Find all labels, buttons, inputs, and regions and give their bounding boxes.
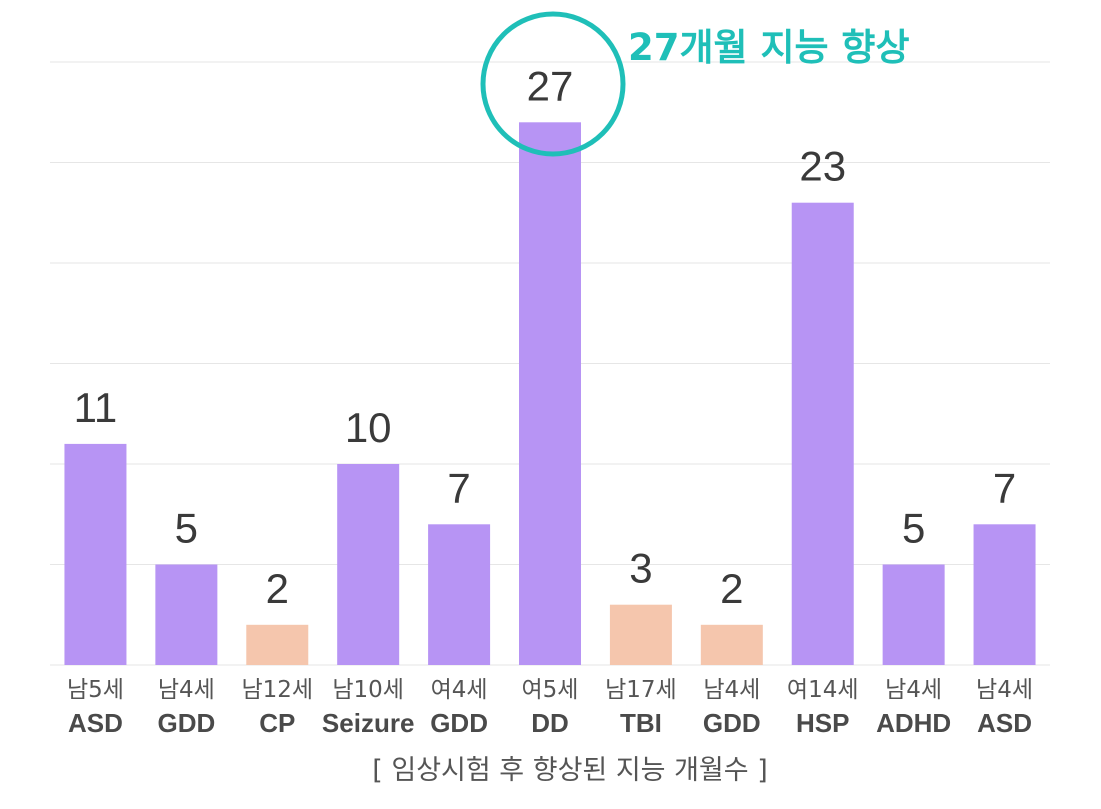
tick-label-diagnosis: TBI — [620, 708, 662, 738]
bar — [791, 202, 854, 665]
bar — [155, 564, 218, 665]
data-label: 11 — [74, 384, 118, 431]
tick-label-diagnosis: ASD — [977, 708, 1032, 738]
tick-label-diagnosis: ADHD — [876, 708, 951, 738]
tick-label-patient: 여4세 — [431, 677, 488, 703]
tick-label-diagnosis: GDD — [430, 708, 488, 738]
tick-label-patient: 남10세 — [332, 677, 404, 703]
tick-label-patient: 남5세 — [67, 677, 124, 703]
bar — [519, 122, 581, 666]
annotation-circle — [480, 11, 626, 157]
tick-label-diagnosis: GDD — [157, 708, 215, 738]
tick-label-patient: 남12세 — [241, 677, 313, 703]
tick-label-patient: 여5세 — [522, 677, 579, 703]
tick-label-diagnosis: HSP — [796, 708, 849, 738]
data-label: 23 — [799, 143, 846, 190]
tick-label-diagnosis: ASD — [68, 708, 123, 738]
tick-label-patient: 남4세 — [158, 677, 215, 703]
tick-label-patient: 남4세 — [885, 677, 942, 703]
data-label: 2 — [720, 565, 743, 612]
tick-label-patient: 남4세 — [976, 677, 1033, 703]
bar — [700, 624, 763, 665]
bar — [609, 604, 672, 665]
bar — [882, 564, 945, 665]
bar — [973, 524, 1036, 665]
tick-label-patient: 여14세 — [787, 677, 859, 703]
data-label: 10 — [345, 404, 392, 451]
bar — [64, 443, 127, 665]
data-label: 27 — [527, 62, 574, 109]
tick-label-diagnosis: Seizure — [322, 708, 415, 738]
data-label: 7 — [993, 464, 1016, 511]
tick-label-diagnosis: GDD — [703, 708, 761, 738]
bar — [246, 624, 309, 665]
data-label: 7 — [447, 464, 470, 511]
x-axis-label: [ 임상시험 후 향상된 지능 개월수 ] — [372, 755, 767, 786]
data-label: 5 — [902, 505, 925, 552]
tick-label-diagnosis: DD — [531, 708, 569, 738]
data-label: 2 — [266, 565, 289, 612]
category-labels: 남5세 ASD 남4세 GDD 남12세 CP 남10세 Seizure 여4세 GDD 여5세 DD… — [67, 677, 1033, 738]
bar — [337, 464, 400, 665]
tick-label-patient: 남17세 — [605, 677, 677, 703]
value-labels: 11 5 2 10 7 27 3 2 23 5 7 — [74, 62, 1017, 612]
bar — [428, 524, 491, 665]
annotation-text: 27개월 지능 향상 — [628, 26, 910, 69]
data-label: 3 — [629, 545, 652, 592]
tick-label-patient: 남4세 — [703, 677, 760, 703]
data-label: 5 — [175, 505, 198, 552]
bars — [64, 122, 1036, 666]
tick-label-diagnosis: CP — [259, 708, 295, 738]
